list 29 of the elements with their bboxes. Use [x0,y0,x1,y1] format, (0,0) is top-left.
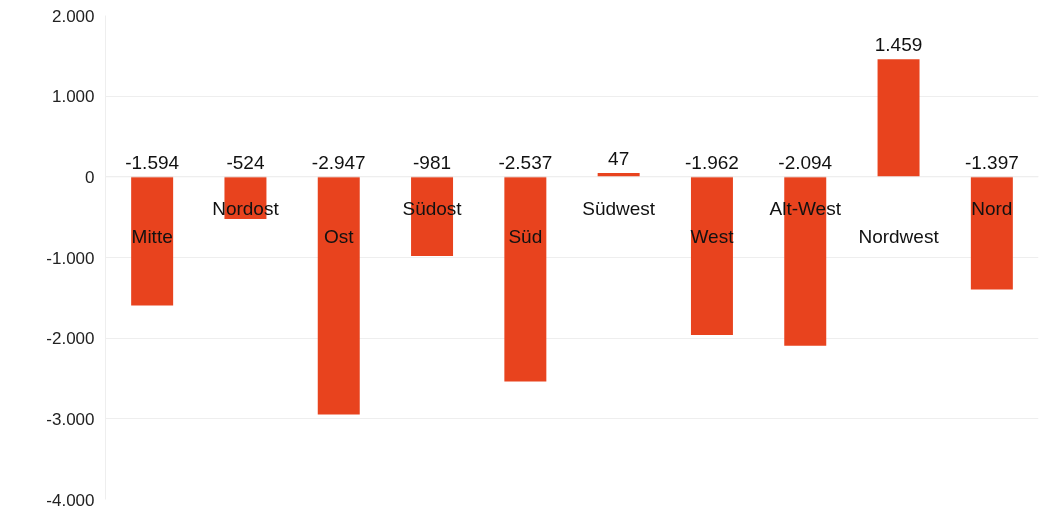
y-tick-label: 2.000 [51,6,95,26]
y-tick-label: 0 [85,167,95,187]
bar [317,176,360,415]
x-tick-label: Nordwest [858,226,940,248]
y-tick-label: -3.000 [46,409,95,429]
bar [877,59,920,177]
x-tick-label: Mitte [131,226,173,248]
data-label: -1.962 [685,151,739,173]
bar [970,176,1013,290]
bar [690,176,733,336]
bar [131,176,174,306]
bar [504,176,547,382]
x-tick-label: Nord [971,198,1013,220]
data-label: -2.537 [498,151,553,173]
data-label: -1.397 [964,151,1019,173]
data-label: -2.094 [778,151,833,173]
y-tick-label: -1.000 [46,248,95,268]
x-tick-label: Ost [323,226,355,248]
x-tick-label: Süd [508,226,543,248]
data-label: 1.459 [874,34,923,56]
y-tick-label: -4.000 [46,490,95,509]
data-label: -2.947 [311,151,366,173]
data-label: -524 [226,151,265,173]
data-label: 47 [608,148,630,170]
y-tick-label: -2.000 [46,329,95,349]
y-tick-label: 1.000 [51,87,95,107]
data-label: -981 [413,151,452,173]
data-label: -1.594 [125,151,180,173]
x-tick-label: Südwest [582,198,656,220]
